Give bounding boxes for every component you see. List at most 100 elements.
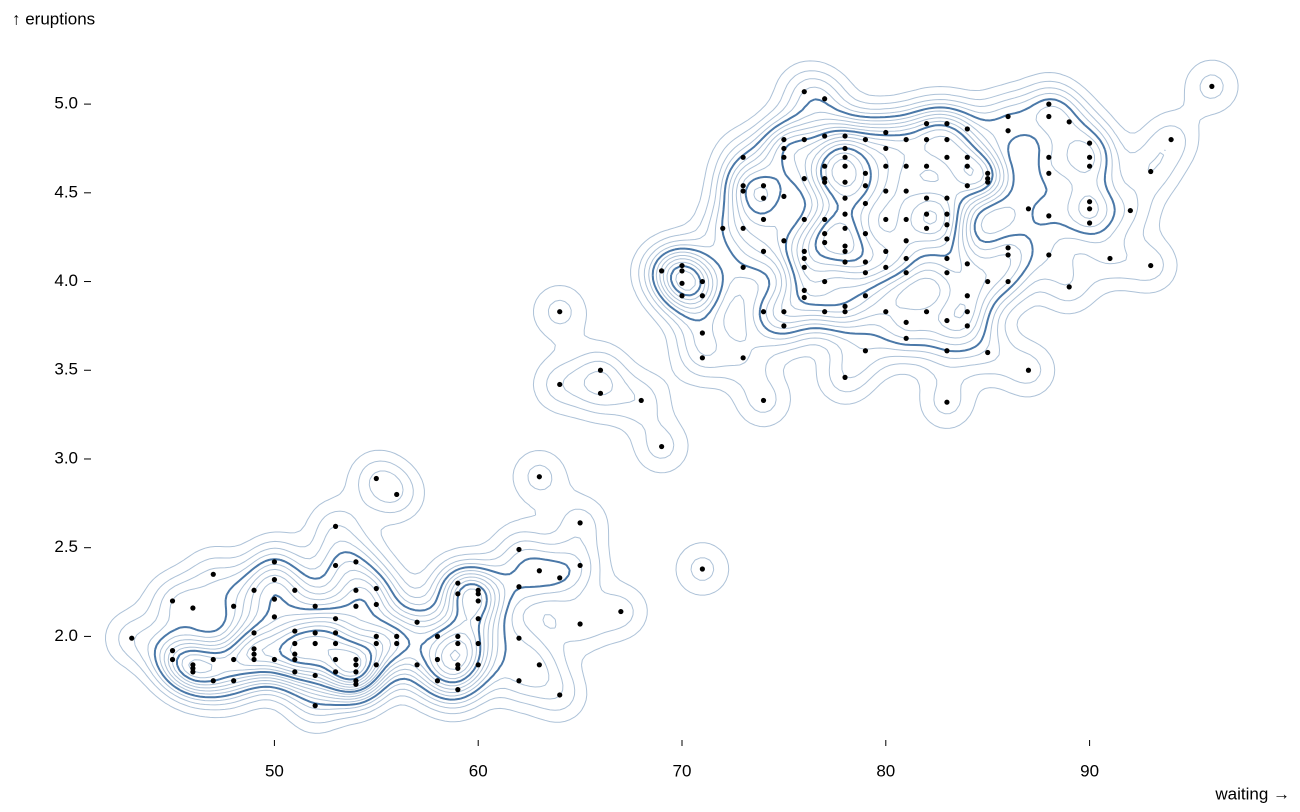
point [271,577,278,583]
point [557,575,563,581]
point [475,640,481,647]
point [842,133,848,139]
point [1005,113,1011,120]
point [1005,278,1011,285]
point [394,640,400,647]
point [985,278,991,285]
point [434,656,441,663]
point [862,183,869,189]
point [1148,168,1154,175]
point [1046,213,1052,219]
point [475,598,481,604]
point [883,129,889,136]
point [1046,252,1052,258]
point [801,255,807,262]
density-contour [167,117,1001,698]
density-contour [118,70,1224,724]
y-tick-label: 2.0 [54,626,78,645]
point [332,669,339,675]
point [985,170,991,176]
density-contour [261,143,937,683]
point [944,211,950,217]
point [699,566,705,572]
point [760,195,767,201]
point [944,222,950,228]
point [251,656,257,663]
point [1025,206,1032,212]
point [312,640,318,647]
point [720,225,726,231]
point [760,248,767,254]
point [862,348,869,354]
axes: 50 60 70 80 90 2.0 2.5 3.0 3.5 4.0 4.5 5.0 [54,94,1099,781]
point [455,665,461,671]
point [1209,83,1215,89]
point [475,616,481,622]
point [822,239,828,246]
point [251,651,257,657]
point [353,662,359,668]
point [394,633,400,640]
point [944,348,950,354]
point [781,238,787,244]
point [292,651,298,657]
point [414,619,420,625]
point [353,559,359,565]
y-axis-label: ↑ eruptions [12,9,95,28]
point [740,188,746,194]
point [251,646,257,652]
point [1046,113,1052,120]
y-tick-label: 3.0 [54,448,78,467]
point [822,133,828,139]
point [883,188,889,194]
point [781,323,787,329]
point [231,678,237,684]
point [801,264,807,270]
point [169,648,176,654]
point [455,640,461,647]
point [536,662,542,668]
point [169,656,176,663]
point [373,633,379,640]
point [883,248,889,254]
point [883,264,889,270]
point [190,605,196,611]
point [353,681,359,687]
point [760,216,767,223]
point [210,656,216,663]
point [271,596,278,602]
point [883,309,889,315]
point [332,616,339,622]
point [801,294,807,301]
point [292,628,298,634]
point [699,330,705,336]
point [903,136,909,143]
point [862,136,869,143]
point [964,261,970,267]
density-contour [159,105,1108,703]
point [842,248,848,254]
point [455,687,461,693]
point [516,678,522,684]
x-axis-label: waiting → [1214,784,1290,803]
point [923,211,930,217]
point [883,163,889,169]
point [985,179,991,185]
x-tick-label: 70 [673,761,692,780]
point [842,303,848,309]
point [251,587,257,593]
point [923,225,930,231]
point [1086,140,1093,146]
point [373,662,379,668]
x-tick-label: 50 [265,761,284,780]
point [312,703,318,709]
point [332,656,339,663]
point [332,562,339,569]
point [332,523,339,530]
point [373,585,379,592]
point [638,397,644,404]
point [251,630,257,636]
point [862,170,869,176]
point [801,248,807,254]
point [1025,367,1032,373]
